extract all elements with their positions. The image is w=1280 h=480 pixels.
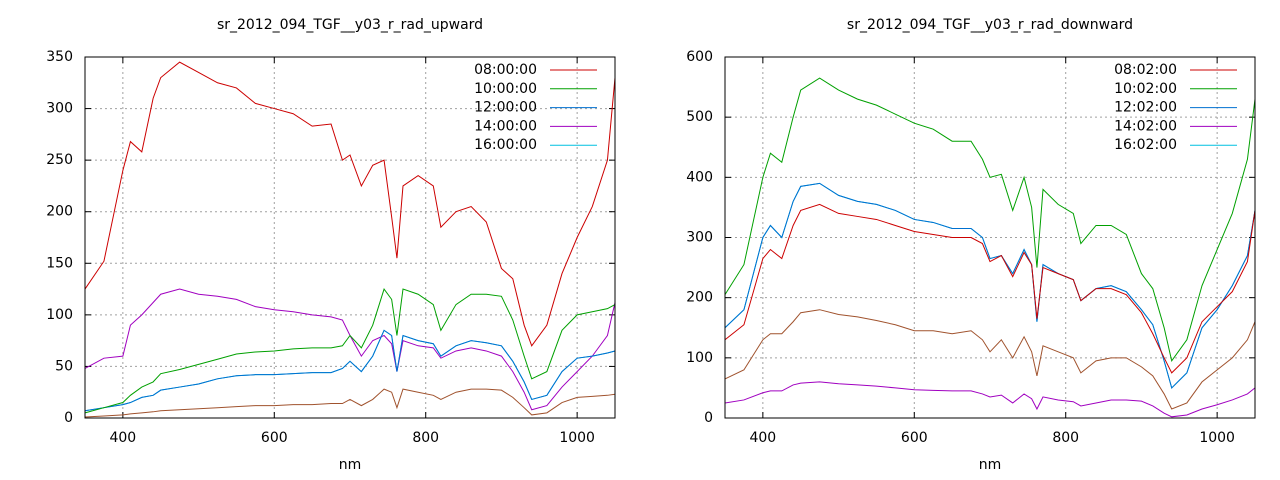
legend-label: 10:00:00 xyxy=(474,81,537,97)
y-tick-label: 50 xyxy=(55,358,73,374)
y-tick-label: 200 xyxy=(686,290,713,306)
plot-frame xyxy=(84,56,616,419)
y-tick-label: 200 xyxy=(46,204,73,220)
x-tick-label: 1000 xyxy=(1199,430,1235,446)
data-line xyxy=(84,288,616,411)
legend-label: 08:00:00 xyxy=(474,62,537,78)
legend-label: 12:02:00 xyxy=(1114,100,1177,116)
legend-label: 14:02:00 xyxy=(1114,118,1177,134)
x-axis-label: nm xyxy=(979,457,1002,473)
y-tick-label: 300 xyxy=(46,101,73,117)
y-tick-label: 350 xyxy=(46,49,73,65)
y-tick-label: 0 xyxy=(64,410,73,426)
data-line xyxy=(84,61,616,347)
y-tick-label: 150 xyxy=(46,255,73,271)
data-line xyxy=(84,287,616,414)
legend-label: 10:02:00 xyxy=(1114,81,1177,97)
chart-title: sr_2012_094_TGF__y03_r_rad_downward xyxy=(847,17,1133,33)
x-tick-label: 400 xyxy=(109,430,136,446)
data-line xyxy=(724,182,1256,389)
legend-label: 12:00:00 xyxy=(474,100,537,116)
y-tick-label: 250 xyxy=(46,152,73,168)
legend-label: 08:02:00 xyxy=(1114,62,1177,78)
x-tick-label: 1000 xyxy=(559,430,595,446)
y-tick-label: 100 xyxy=(686,350,713,366)
legend-label: 14:00:00 xyxy=(474,118,537,134)
y-tick-label: 100 xyxy=(46,307,73,323)
data-line xyxy=(84,329,616,412)
data-line xyxy=(724,309,1256,410)
data-line xyxy=(724,381,1256,418)
data-line xyxy=(724,203,1256,374)
y-tick-label: 0 xyxy=(704,410,713,426)
y-tick-label: 500 xyxy=(686,109,713,125)
x-tick-label: 400 xyxy=(749,430,776,446)
y-tick-label: 300 xyxy=(686,230,713,246)
chart-title: sr_2012_094_TGF__y03_r_rad_upward xyxy=(217,17,483,33)
x-axis-label: nm xyxy=(339,457,362,473)
legend-label: 16:02:00 xyxy=(1114,137,1177,153)
data-line xyxy=(724,77,1256,363)
data-line xyxy=(724,182,1256,389)
y-tick-label: 400 xyxy=(686,169,713,185)
x-tick-label: 800 xyxy=(412,430,439,446)
data-line xyxy=(84,388,616,418)
x-tick-label: 800 xyxy=(1052,430,1079,446)
x-tick-label: 600 xyxy=(261,430,288,446)
x-tick-label: 600 xyxy=(901,430,928,446)
y-tick-label: 600 xyxy=(686,49,713,65)
legend-label: 16:00:00 xyxy=(474,137,537,153)
plot-frame xyxy=(724,56,1256,419)
